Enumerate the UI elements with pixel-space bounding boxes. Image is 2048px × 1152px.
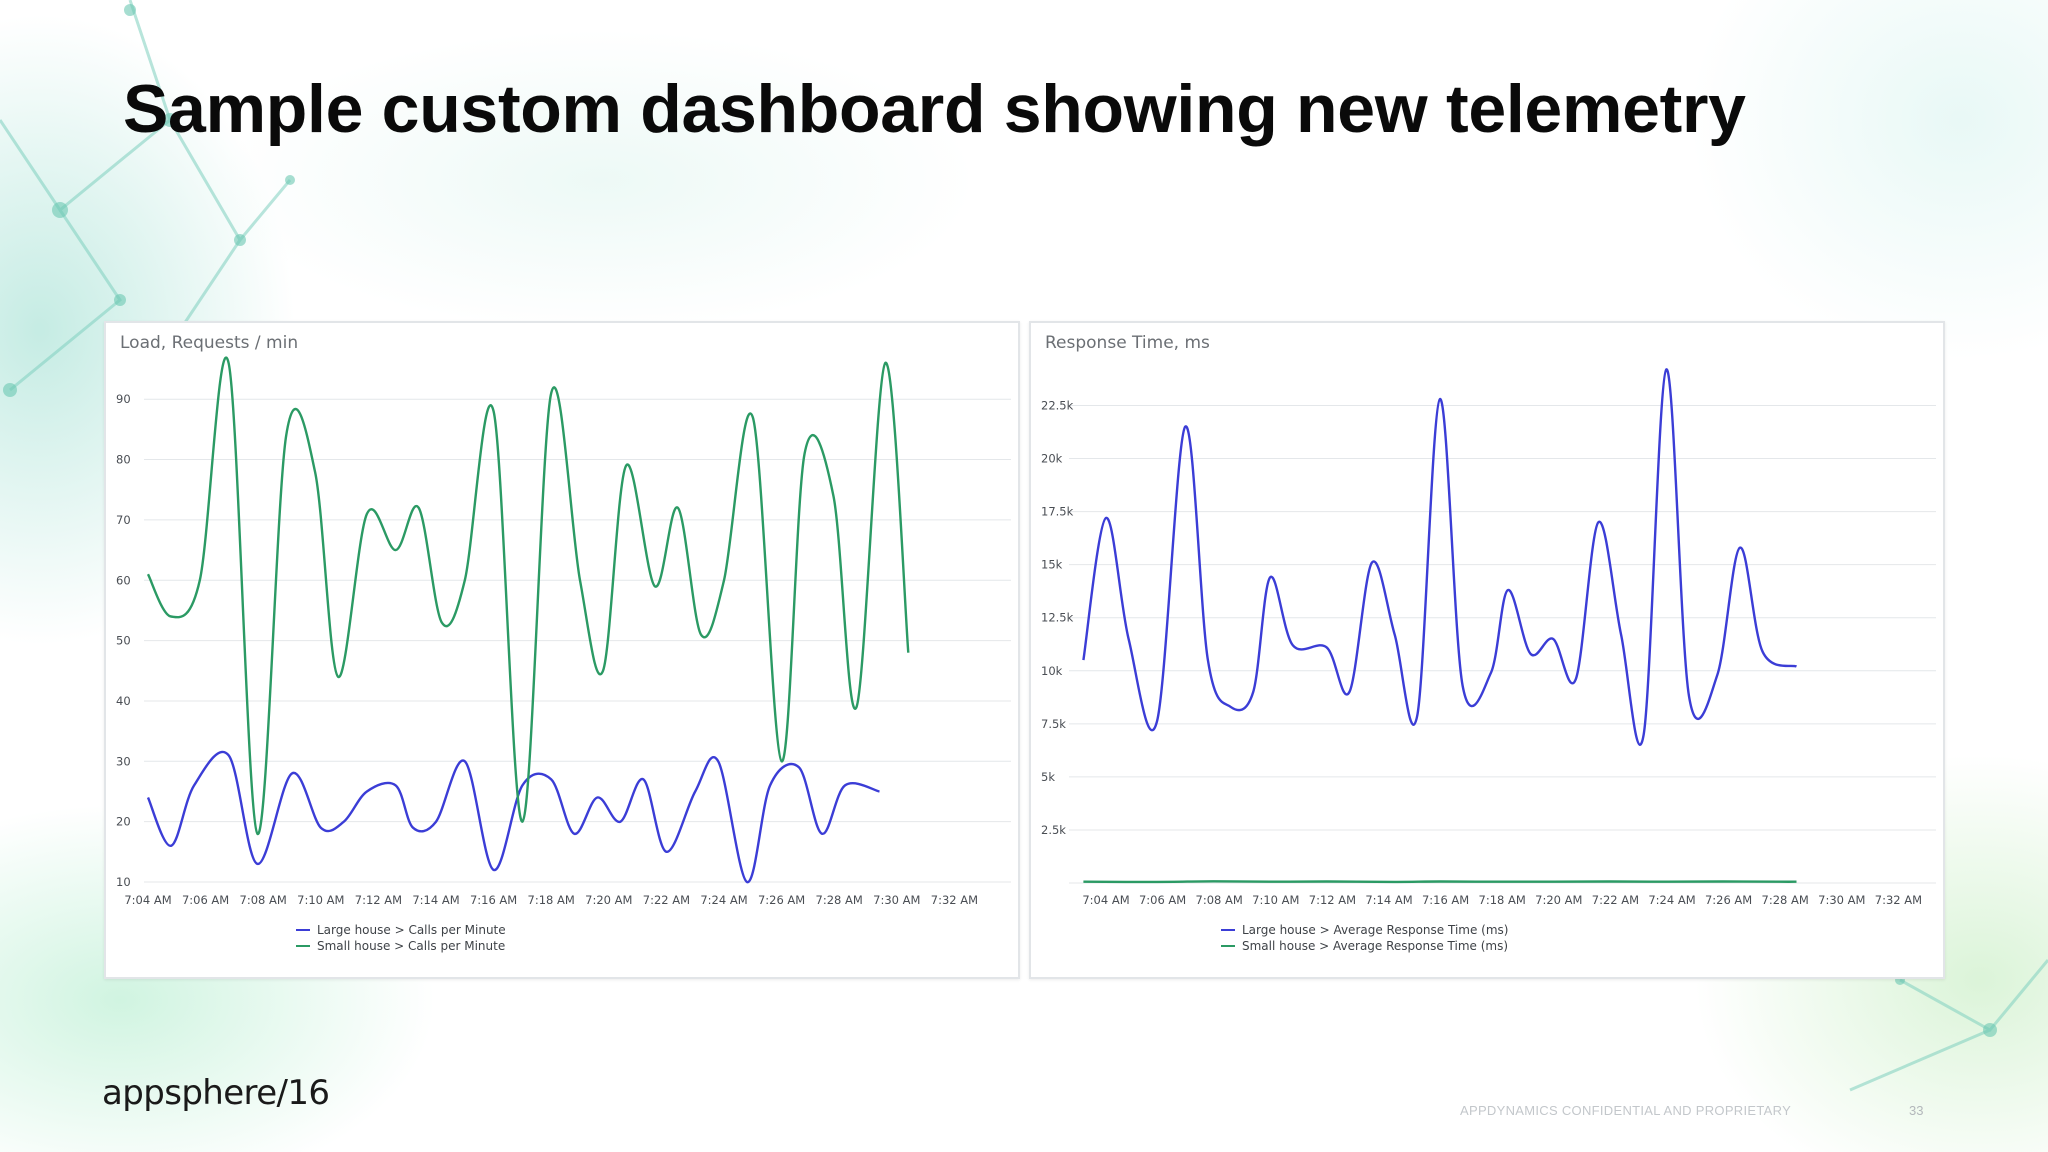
- x-tick-label: 7:12 AM: [355, 893, 402, 907]
- legend-item-small-house[interactable]: Small house > Calls per Minute: [296, 938, 506, 954]
- y-tick-label: 20: [116, 815, 131, 829]
- y-tick-label: 30: [116, 754, 131, 768]
- x-tick-label: 7:20 AM: [585, 893, 632, 907]
- x-tick-label: 7:26 AM: [1705, 893, 1752, 907]
- y-tick-label: 22.5k: [1041, 398, 1074, 412]
- x-tick-label: 7:08 AM: [240, 893, 287, 907]
- series-line-large-house[interactable]: [1082, 368, 1797, 746]
- x-tick-label: 7:26 AM: [758, 893, 805, 907]
- x-tick-label: 7:08 AM: [1196, 893, 1243, 907]
- y-tick-label: 2.5k: [1041, 823, 1066, 837]
- series-line-large-house[interactable]: [146, 750, 880, 884]
- x-tick-label: 7:24 AM: [1648, 893, 1695, 907]
- series-line-small-house[interactable]: [1083, 880, 1797, 884]
- chart-legend: Large house > Average Response Time (ms)…: [1221, 922, 1508, 954]
- y-tick-label: 17.5k: [1041, 505, 1074, 519]
- y-tick-label: 90: [116, 392, 131, 406]
- x-tick-label: 7:10 AM: [1252, 893, 1299, 907]
- x-tick-label: 7:16 AM: [470, 893, 517, 907]
- x-tick-label: 7:18 AM: [528, 893, 575, 907]
- y-tick-label: 50: [116, 634, 131, 648]
- legend-label: Small house > Average Response Time (ms): [1242, 939, 1509, 953]
- load-chart: 10 20 30 40 50 60 70 80 90 7:04 AM 7:06 AM 7:08 AM 7…: [116, 356, 1011, 907]
- y-tick-label: 10: [116, 875, 131, 889]
- chart-title: Load, Requests / min: [120, 333, 299, 353]
- y-tick-label: 7.5k: [1041, 717, 1066, 731]
- response-time-chart: 2.5k 5k 7.5k 10k 12.5k 15k 17.5k 20k 22.5k 7:04 A…: [1041, 368, 1936, 907]
- y-tick-label: 15k: [1041, 558, 1063, 572]
- x-tick-label: 7:06 AM: [1139, 893, 1186, 907]
- y-tick-label: 60: [116, 573, 131, 587]
- legend-swatch: [296, 945, 310, 947]
- slide-title: Sample custom dashboard showing new tele…: [123, 71, 1746, 147]
- x-tick-label: 7:22 AM: [643, 893, 690, 907]
- x-tick-label: 7:12 AM: [1309, 893, 1356, 907]
- x-tick-label: 7:16 AM: [1422, 893, 1469, 907]
- legend-item-large-house[interactable]: Large house > Average Response Time (ms): [1221, 922, 1508, 938]
- legend-swatch: [1221, 945, 1235, 947]
- x-tick-label: 7:28 AM: [816, 893, 863, 907]
- legend-item-large-house[interactable]: Large house > Calls per Minute: [296, 922, 506, 938]
- y-tick-label: 80: [116, 453, 131, 467]
- x-tick-label: 7:14 AM: [1365, 893, 1412, 907]
- x-tick-label: 7:28 AM: [1762, 893, 1809, 907]
- appsphere-logo: appsphere/16: [102, 1073, 330, 1113]
- x-tick-label: 7:20 AM: [1535, 893, 1582, 907]
- x-tick-label: 7:10 AM: [297, 893, 344, 907]
- legend-item-small-house[interactable]: Small house > Average Response Time (ms): [1221, 938, 1508, 954]
- legend-label: Large house > Calls per Minute: [317, 923, 506, 937]
- legend-swatch: [296, 929, 310, 931]
- chart-legend: Large house > Calls per Minute Small hou…: [296, 922, 506, 954]
- x-tick-label: 7:04 AM: [1082, 893, 1129, 907]
- x-tick-label: 7:06 AM: [182, 893, 229, 907]
- load-chart-panel: Load, Requests / min 10 20 30 40 50 60 70 80 90 7…: [104, 321, 1020, 979]
- chart-title: Response Time, ms: [1045, 333, 1210, 353]
- y-tick-label: 5k: [1041, 770, 1055, 784]
- legend-label: Large house > Average Response Time (ms): [1242, 923, 1509, 937]
- page-number: 33: [1909, 1103, 1924, 1118]
- x-tick-label: 7:04 AM: [124, 893, 171, 907]
- series-line-small-house[interactable]: [146, 356, 910, 835]
- x-tick-label: 7:14 AM: [412, 893, 459, 907]
- y-tick-label: 10k: [1041, 664, 1063, 678]
- y-tick-label: 12.5k: [1041, 611, 1074, 625]
- x-tick-label: 7:32 AM: [1875, 893, 1922, 907]
- x-tick-label: 7:24 AM: [700, 893, 747, 907]
- legend-swatch: [1221, 929, 1235, 931]
- response-time-chart-panel: Response Time, ms 2.5k 5k 7.5k 10k 12.5k 15k 1…: [1029, 321, 1945, 979]
- x-tick-label: 7:18 AM: [1479, 893, 1526, 907]
- legend-label: Small house > Calls per Minute: [317, 939, 506, 953]
- x-tick-label: 7:32 AM: [931, 893, 978, 907]
- y-tick-label: 20k: [1041, 452, 1063, 466]
- confidential-footer: APPDYNAMICS CONFIDENTIAL AND PROPRIETARY: [1460, 1103, 1792, 1118]
- y-tick-label: 70: [116, 513, 131, 527]
- x-tick-label: 7:30 AM: [873, 893, 920, 907]
- x-tick-label: 7:22 AM: [1592, 893, 1639, 907]
- x-tick-label: 7:30 AM: [1818, 893, 1865, 907]
- y-tick-label: 40: [116, 694, 131, 708]
